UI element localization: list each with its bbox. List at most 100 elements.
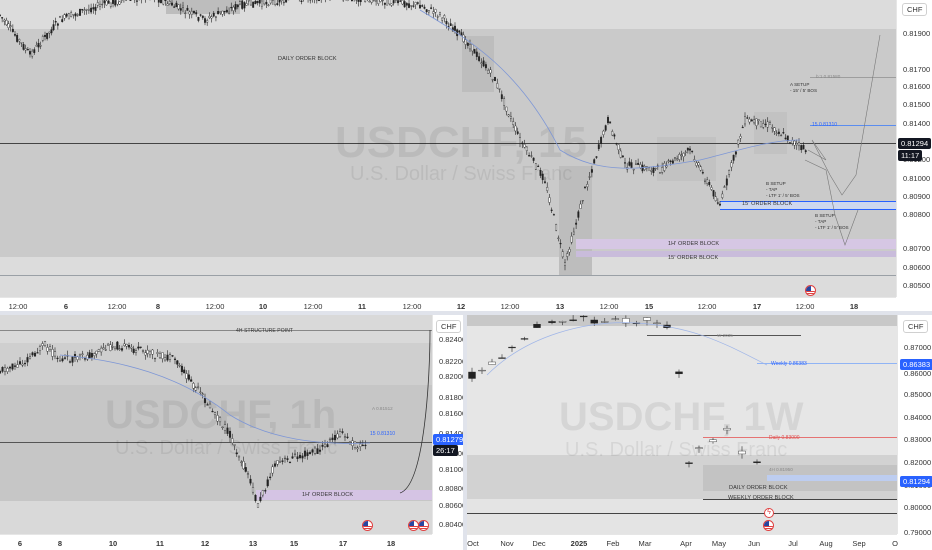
candle-body	[18, 39, 21, 42]
candle-body	[449, 23, 452, 26]
candle-body	[22, 44, 25, 50]
candle-body	[654, 167, 657, 170]
candle-body	[341, 431, 344, 433]
br-blue-zone	[767, 475, 897, 481]
candle-body	[478, 56, 481, 61]
time-tick: 18	[849, 302, 859, 311]
candle-body	[67, 13, 70, 20]
candle-body	[564, 262, 566, 266]
bl-time-axis[interactable]: 6 8 10 11 12 13 15 17 18	[0, 534, 432, 550]
candle-body	[11, 363, 14, 370]
candle-body	[246, 473, 250, 476]
candle-body	[303, 450, 307, 457]
candle-body	[716, 202, 719, 204]
candle-body	[443, 15, 446, 19]
candle-body	[534, 163, 537, 170]
candle-body	[208, 403, 212, 409]
candle-body	[300, 0, 303, 3]
candle-body	[139, 346, 142, 348]
price-tick: 0.82000	[904, 458, 932, 467]
us-flag-icon[interactable]	[763, 520, 774, 531]
ob-15-mid-label: 15' ORDER BLOCK	[742, 201, 793, 207]
candle-body	[244, 467, 247, 472]
top-price-axis[interactable]: CHF 0.81900 0.81700 0.81600 0.81500 0.81400 0…	[896, 0, 932, 297]
candle-body	[212, 12, 215, 17]
bl-chart-plot[interactable]: USDCHF, 1h U.S. Dollar / Swiss Franc 4H …	[0, 315, 432, 534]
price-tick: 0.86000	[904, 369, 932, 378]
br-time-axis[interactable]: Oct Nov Dec 2025 Feb Mar Apr May Jun Jul Aug Sep O	[467, 534, 898, 550]
lightning-icon[interactable]: ϟ	[764, 508, 774, 518]
candle-body	[381, 0, 384, 2]
candle-body	[235, 452, 238, 455]
candle-body	[323, 443, 327, 448]
current-price-line	[0, 143, 896, 144]
top-time-axis[interactable]: 12:00 6 12:00 8 12:00 10 12:00 11 12:00 12 12:00 13…	[0, 297, 896, 311]
candle-body	[336, 433, 339, 439]
candle-body	[734, 151, 737, 155]
candle-body	[85, 9, 88, 11]
bottom-left-chart-panel[interactable]: USDCHF, 1h U.S. Dollar / Swiss Franc 4H …	[0, 315, 463, 550]
us-flag-icon[interactable]	[418, 520, 429, 531]
br-currency-button[interactable]: CHF	[903, 320, 929, 333]
candle-body	[313, 447, 317, 454]
candle-body	[53, 351, 57, 357]
candle-body	[590, 169, 593, 173]
top-candles	[0, 0, 881, 271]
candle-body	[436, 16, 439, 18]
bottom-right-chart-panel[interactable]: USDCHF, 1W U.S. Dollar / Swiss Franc DAI…	[467, 315, 932, 550]
candle-body	[83, 358, 87, 360]
candle-body	[16, 364, 19, 368]
br-chart-plot[interactable]: USDCHF, 1W U.S. Dollar / Swiss Franc DAI…	[467, 315, 897, 534]
candle-body	[26, 357, 29, 363]
candle-body	[261, 490, 264, 496]
candle-body	[570, 235, 573, 243]
candle-body	[732, 154, 735, 161]
time-tick: 8	[155, 302, 161, 311]
bl-currency-button[interactable]: CHF	[436, 320, 462, 333]
candle-body	[263, 0, 266, 5]
us-flag-icon[interactable]	[362, 520, 373, 531]
a-setup-label: A SETUP - 15' / 5' BOS	[790, 82, 818, 93]
candle-body	[530, 155, 533, 157]
candle-body	[146, 349, 149, 354]
candle-body	[28, 356, 32, 359]
br-price-axis[interactable]: CHF 0.87000 0.86000 0.85000 0.84000 0.83000 0…	[897, 315, 932, 537]
b-setup-label-2: B SETUP - TAP - LTF 1' / 5' BOS	[815, 213, 849, 230]
candle-body	[243, 2, 246, 9]
candle-body	[714, 196, 717, 202]
candle-body	[265, 1, 268, 5]
candle-body	[775, 132, 778, 134]
candle-body	[81, 8, 84, 11]
candle-body	[20, 42, 23, 44]
candle-body	[541, 173, 544, 181]
vertical-divider[interactable]	[463, 315, 467, 550]
top-chart-panel[interactable]: USDCHF, 15 U.S. Dollar / Swiss Franc DAI…	[0, 0, 932, 311]
candle-body	[318, 0, 320, 2]
candle-body	[9, 25, 12, 27]
candle-body	[234, 4, 237, 10]
candle-body	[273, 463, 277, 467]
candle-body	[764, 123, 767, 126]
time-tick: Jun	[747, 539, 761, 548]
candle-body	[503, 98, 506, 106]
top-chart-plot[interactable]: USDCHF, 15 U.S. Dollar / Swiss Franc DAI…	[0, 0, 896, 297]
candle-body	[712, 190, 715, 197]
candle-body	[494, 77, 496, 81]
candle-body	[665, 165, 668, 168]
candle-body	[637, 162, 640, 165]
candle-body	[577, 211, 580, 218]
us-flag-icon[interactable]	[805, 285, 816, 296]
br-last-price-box: 0.86383	[900, 359, 932, 370]
candle-body	[63, 357, 67, 359]
time-tick: Aug	[819, 539, 833, 548]
candle-body	[744, 116, 746, 125]
candle-body	[274, 0, 277, 5]
candle-body	[439, 12, 441, 15]
candle-body	[48, 346, 52, 350]
currency-button[interactable]: CHF	[902, 3, 928, 16]
horizontal-divider[interactable]	[0, 311, 932, 315]
candle-body	[261, 0, 263, 7]
price-tick: 0.79000	[904, 528, 932, 537]
